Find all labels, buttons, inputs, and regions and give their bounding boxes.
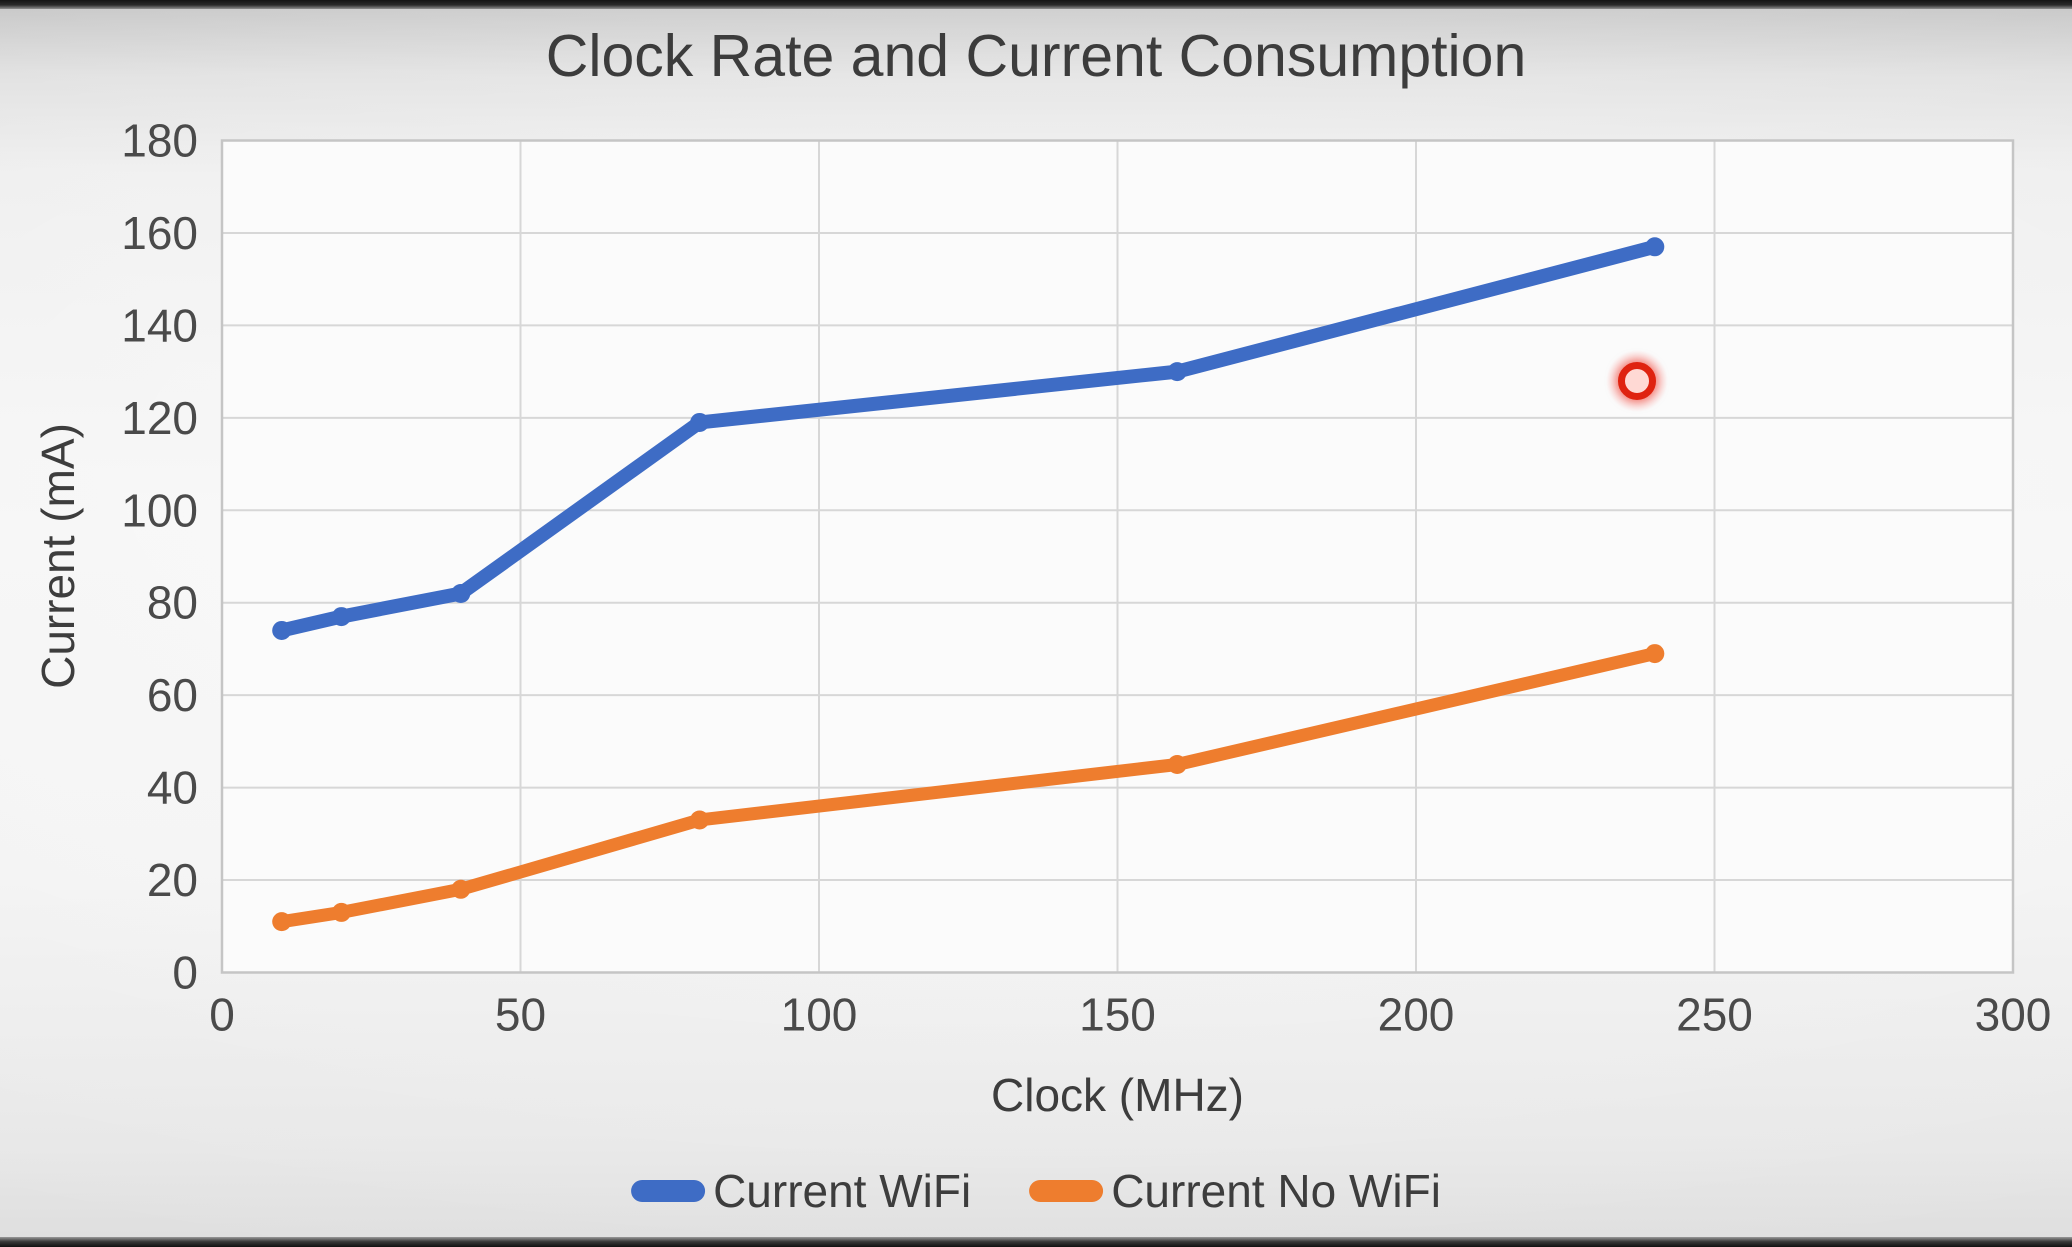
x-axis-title: Clock (MHz) — [991, 1069, 1244, 1121]
svg-text:250: 250 — [1676, 989, 1753, 1041]
video-bottom-strip — [0, 1237, 2072, 1247]
legend-label: Current No WiFi — [1111, 1165, 1441, 1217]
video-top-strip — [0, 0, 2072, 9]
chart-title: Clock Rate and Current Consumption — [545, 23, 1527, 89]
svg-text:300: 300 — [1975, 989, 2052, 1041]
y-axis-title: Current (mA) — [32, 423, 84, 689]
legend-swatch-blue-icon — [631, 1178, 706, 1204]
legend-swatch-orange-icon — [1029, 1178, 1104, 1204]
svg-text:100: 100 — [781, 989, 858, 1041]
svg-text:0: 0 — [209, 989, 235, 1041]
svg-text:120: 120 — [121, 392, 198, 444]
svg-text:20: 20 — [147, 854, 198, 906]
legend: Current WiFi Current No WiFi — [631, 1164, 1441, 1218]
svg-text:150: 150 — [1079, 989, 1156, 1041]
svg-text:50: 50 — [495, 989, 546, 1041]
svg-text:100: 100 — [121, 484, 198, 536]
svg-text:80: 80 — [147, 577, 198, 629]
svg-text:40: 40 — [147, 762, 198, 814]
svg-text:200: 200 — [1378, 989, 1455, 1041]
svg-text:60: 60 — [147, 669, 198, 721]
svg-text:140: 140 — [121, 299, 198, 351]
svg-text:0: 0 — [172, 947, 198, 999]
svg-text:180: 180 — [121, 115, 198, 167]
legend-item-current-wifi: Current WiFi — [631, 1164, 971, 1218]
svg-text:160: 160 — [121, 207, 198, 259]
legend-label: Current WiFi — [713, 1165, 972, 1217]
legend-item-current-no-wifi: Current No WiFi — [1029, 1164, 1441, 1218]
